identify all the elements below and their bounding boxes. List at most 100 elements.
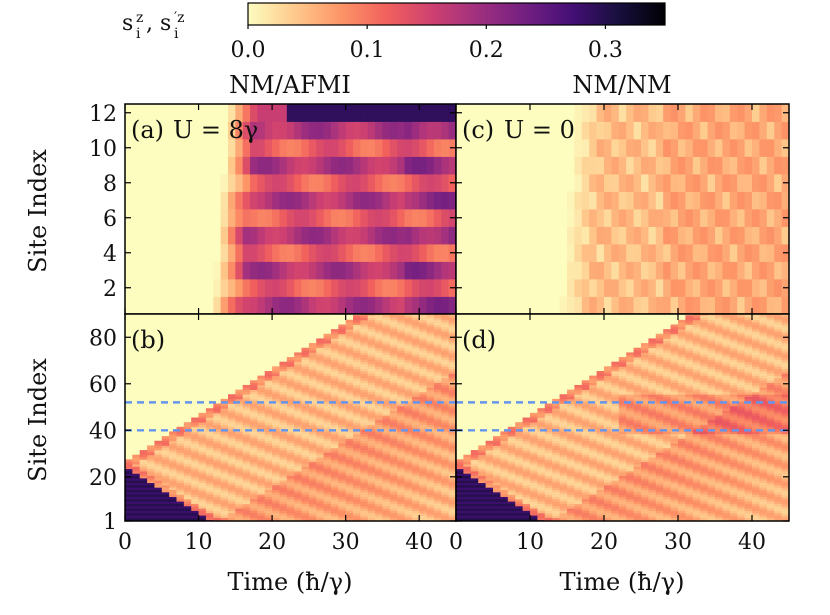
heatmap-cell — [279, 433, 288, 437]
heatmap-cell — [633, 156, 642, 175]
heatmap-cell — [205, 450, 214, 453]
heatmap-cell — [360, 315, 369, 318]
heatmap-cell — [426, 370, 435, 374]
heatmap-cell — [618, 489, 627, 493]
heatmap-cell — [433, 340, 442, 344]
heatmap-cell — [397, 510, 406, 514]
heatmap-cell — [448, 405, 456, 409]
heatmap-cell — [433, 296, 442, 314]
heatmap-cell — [530, 475, 538, 479]
heatmap-cell — [308, 156, 317, 175]
heatmap-cell — [611, 494, 620, 497]
heatmap-cell — [330, 345, 339, 349]
heatmap-cell — [707, 487, 716, 491]
heatmap-cell — [235, 470, 244, 474]
heatmap-cell — [493, 501, 501, 504]
heatmap-cell — [419, 440, 428, 444]
heatmap-cell — [404, 436, 413, 439]
heatmap-cell — [633, 473, 642, 477]
heatmap-cell — [183, 489, 192, 493]
heatmap-cell — [272, 505, 281, 509]
heatmap-cell — [448, 426, 456, 430]
heatmap-cell — [308, 261, 317, 280]
heatmap-cell — [360, 515, 369, 518]
heatmap-cell — [581, 226, 590, 245]
heatmap-cell — [567, 510, 575, 514]
heatmap-cell — [367, 324, 376, 328]
heatmap-cell — [154, 491, 163, 495]
heatmap-cell — [559, 487, 568, 491]
heatmap-cell — [191, 461, 200, 465]
heatmap-cell — [648, 121, 657, 140]
heatmap-cell — [338, 505, 347, 509]
heatmap-cell — [419, 343, 428, 346]
heatmap-cell — [515, 473, 524, 477]
heatmap-cell — [470, 491, 479, 495]
heatmap-cell — [330, 443, 339, 446]
heatmap-cell — [397, 494, 406, 497]
heatmap-cell — [176, 473, 185, 477]
heatmap-cell — [404, 261, 413, 280]
heatmap-cell — [367, 403, 376, 407]
heatmap-cell — [441, 433, 450, 437]
heatmap-cell — [581, 498, 590, 502]
heatmap-cell — [692, 508, 701, 511]
heatmap-cell — [360, 333, 369, 337]
heatmap-cell — [670, 226, 679, 245]
heatmap-cell — [213, 443, 222, 446]
heatmap-cell — [382, 375, 391, 379]
heatmap-cell — [470, 466, 479, 470]
heatmap-cell — [308, 491, 317, 495]
heatmap-cell — [154, 480, 163, 484]
heatmap-cell — [338, 503, 347, 507]
heatmap-cell — [522, 505, 531, 509]
heatmap-cell — [382, 333, 391, 337]
heatmap-cell — [626, 512, 635, 516]
heatmap-cell — [678, 484, 686, 488]
heatmap-cell — [360, 443, 369, 446]
heatmap-cell — [404, 322, 413, 325]
heatmap-cell — [419, 515, 428, 518]
heatmap-cell — [411, 331, 420, 335]
heatmap-cell — [515, 498, 524, 502]
heatmap-cell — [633, 487, 642, 491]
heatmap-cell — [648, 279, 657, 297]
heatmap-cell — [426, 410, 435, 414]
heatmap-cell — [419, 352, 428, 356]
heatmap-cell — [279, 104, 288, 122]
heatmap-cell — [426, 477, 435, 481]
heatmap-cell — [633, 491, 642, 495]
heatmap-cell — [353, 447, 361, 451]
heatmap-cell — [707, 482, 716, 486]
heatmap-cell — [264, 391, 273, 395]
heatmap-cell — [463, 489, 472, 493]
heatmap-cell — [301, 470, 310, 474]
colorbar-label-sup1: z — [136, 10, 143, 26]
heatmap-cell — [530, 517, 538, 521]
heatmap-cell — [353, 244, 361, 262]
heatmap-cell — [353, 326, 361, 330]
heatmap-cell — [161, 443, 170, 446]
heatmap-cell — [338, 482, 347, 486]
heatmap-cell — [715, 209, 723, 227]
heatmap-cell — [367, 452, 376, 456]
heatmap-cell — [507, 501, 516, 504]
heatmap-cell — [441, 329, 450, 332]
heatmap-cell — [700, 470, 709, 474]
heatmap-cell — [235, 405, 244, 409]
heatmap-cell — [360, 398, 369, 402]
heatmap-cell — [294, 373, 303, 377]
heatmap-cell — [264, 431, 273, 435]
heatmap-cell — [389, 382, 398, 386]
heatmap-cell — [375, 443, 384, 446]
heatmap-cell — [456, 466, 464, 470]
heatmap-cell — [360, 484, 369, 488]
heatmap-cell — [330, 375, 339, 379]
heatmap-cell — [323, 261, 332, 280]
heatmap-cell — [147, 512, 156, 516]
heatmap-cell — [235, 477, 244, 481]
heatmap-cell — [183, 459, 192, 463]
heatmap-cell — [774, 209, 783, 227]
heatmap-cell — [433, 384, 442, 388]
heatmap-cell — [611, 496, 620, 500]
